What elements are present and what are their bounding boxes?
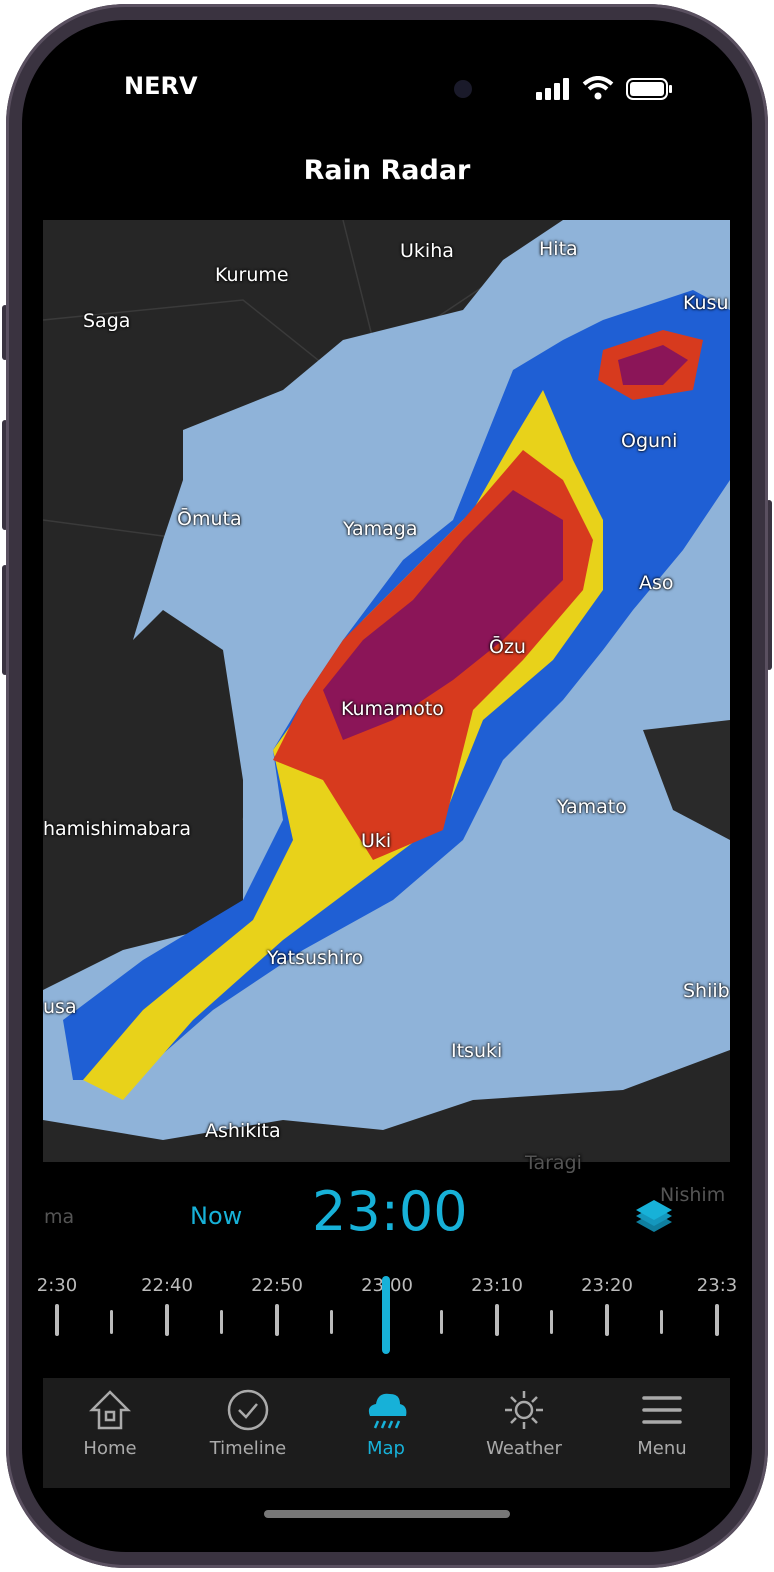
now-button[interactable]: Now xyxy=(190,1202,243,1230)
page-title: Rain Radar xyxy=(303,155,471,186)
current-time: 23:00 xyxy=(312,1180,468,1243)
map-label: Ōzu xyxy=(489,636,526,658)
timeline-tick xyxy=(330,1310,333,1334)
mute-switch xyxy=(2,305,8,360)
map-label: Ōmuta xyxy=(177,508,242,530)
map-label: usa xyxy=(43,996,77,1018)
map-label: Shiib xyxy=(683,980,730,1002)
layers-icon[interactable] xyxy=(632,1198,676,1238)
signal-icon xyxy=(536,78,569,100)
map-label: Kusu xyxy=(683,292,729,314)
map-label: Taragi xyxy=(525,1152,582,1174)
map-label: Aso xyxy=(639,572,674,594)
battery-icon xyxy=(626,78,672,100)
timeline-tick-label: 23:20 xyxy=(581,1275,633,1296)
timeline-tick-label: 22:40 xyxy=(141,1275,193,1296)
map-label: Oguni xyxy=(621,430,678,452)
volume-up-button xyxy=(2,420,8,530)
map-label: Uki xyxy=(361,830,392,852)
map-label: Nishim xyxy=(660,1184,726,1206)
map-label: Kurume xyxy=(215,264,289,286)
wifi-icon xyxy=(582,76,614,100)
timeline-tick-label: 23:10 xyxy=(471,1275,523,1296)
carrier-label: NERV xyxy=(124,72,198,100)
timeline-tick xyxy=(605,1304,609,1336)
camera xyxy=(454,80,472,98)
home-icon xyxy=(88,1390,132,1430)
home-indicator[interactable] xyxy=(264,1510,510,1518)
timeline-tick xyxy=(275,1304,279,1336)
rain-cloud-icon xyxy=(368,1393,407,1429)
map-label: hamishimabara xyxy=(43,818,192,840)
volume-down-button xyxy=(2,565,8,675)
timeline-tick xyxy=(440,1310,443,1334)
map-label: Kumamoto xyxy=(341,698,444,720)
timeline-tick xyxy=(495,1304,499,1336)
map-label: Ashikita xyxy=(205,1120,281,1142)
map-label: Saga xyxy=(83,310,131,332)
timeline-tick xyxy=(660,1310,663,1334)
timeline-tick xyxy=(550,1310,553,1334)
map-label: Ukiha xyxy=(400,240,454,262)
timeline-tick-label: 22:50 xyxy=(251,1275,303,1296)
check-circle-icon xyxy=(227,1389,269,1431)
map-label: Yamaga xyxy=(343,518,418,540)
tab-label: Map xyxy=(367,1438,405,1459)
tab-map[interactable]: Map xyxy=(326,1388,446,1459)
radar-purple xyxy=(323,490,563,740)
tab-timeline[interactable]: Timeline xyxy=(188,1388,308,1459)
timeline-tick xyxy=(715,1304,719,1336)
timeline-tick xyxy=(165,1304,169,1336)
map-label: Yamato xyxy=(557,796,627,818)
radar-map[interactable]: Ukiha Kurume Hita Saga Kusu Oguni Ōmuta … xyxy=(43,220,730,1162)
tab-label: Weather xyxy=(486,1438,562,1459)
radar-purple-north xyxy=(618,345,688,385)
sun-icon xyxy=(505,1391,543,1429)
tab-home[interactable]: Home xyxy=(50,1388,170,1459)
map-label: Hita xyxy=(539,238,578,260)
timeline-tick xyxy=(220,1310,223,1334)
timeline-tick xyxy=(55,1304,59,1336)
map-label: Itsuki xyxy=(451,1040,503,1062)
tab-label: Timeline xyxy=(209,1438,287,1459)
power-button xyxy=(766,500,772,670)
map-label: Yatsushiro xyxy=(267,947,364,969)
timeline-tick xyxy=(110,1310,113,1334)
timeline-tick-label: 23:3 xyxy=(696,1275,738,1296)
timeline-cursor[interactable] xyxy=(382,1276,390,1354)
tab-menu[interactable]: Menu xyxy=(602,1388,722,1459)
dry-area xyxy=(643,720,730,840)
map-label: ma xyxy=(44,1206,75,1228)
tab-weather[interactable]: Weather xyxy=(464,1388,584,1459)
timeline-tick-label: 2:30 xyxy=(36,1275,78,1296)
menu-icon xyxy=(642,1396,682,1424)
tab-label: Home xyxy=(83,1438,137,1459)
tab-label: Menu xyxy=(637,1438,687,1459)
radar-overlay xyxy=(43,220,730,1140)
